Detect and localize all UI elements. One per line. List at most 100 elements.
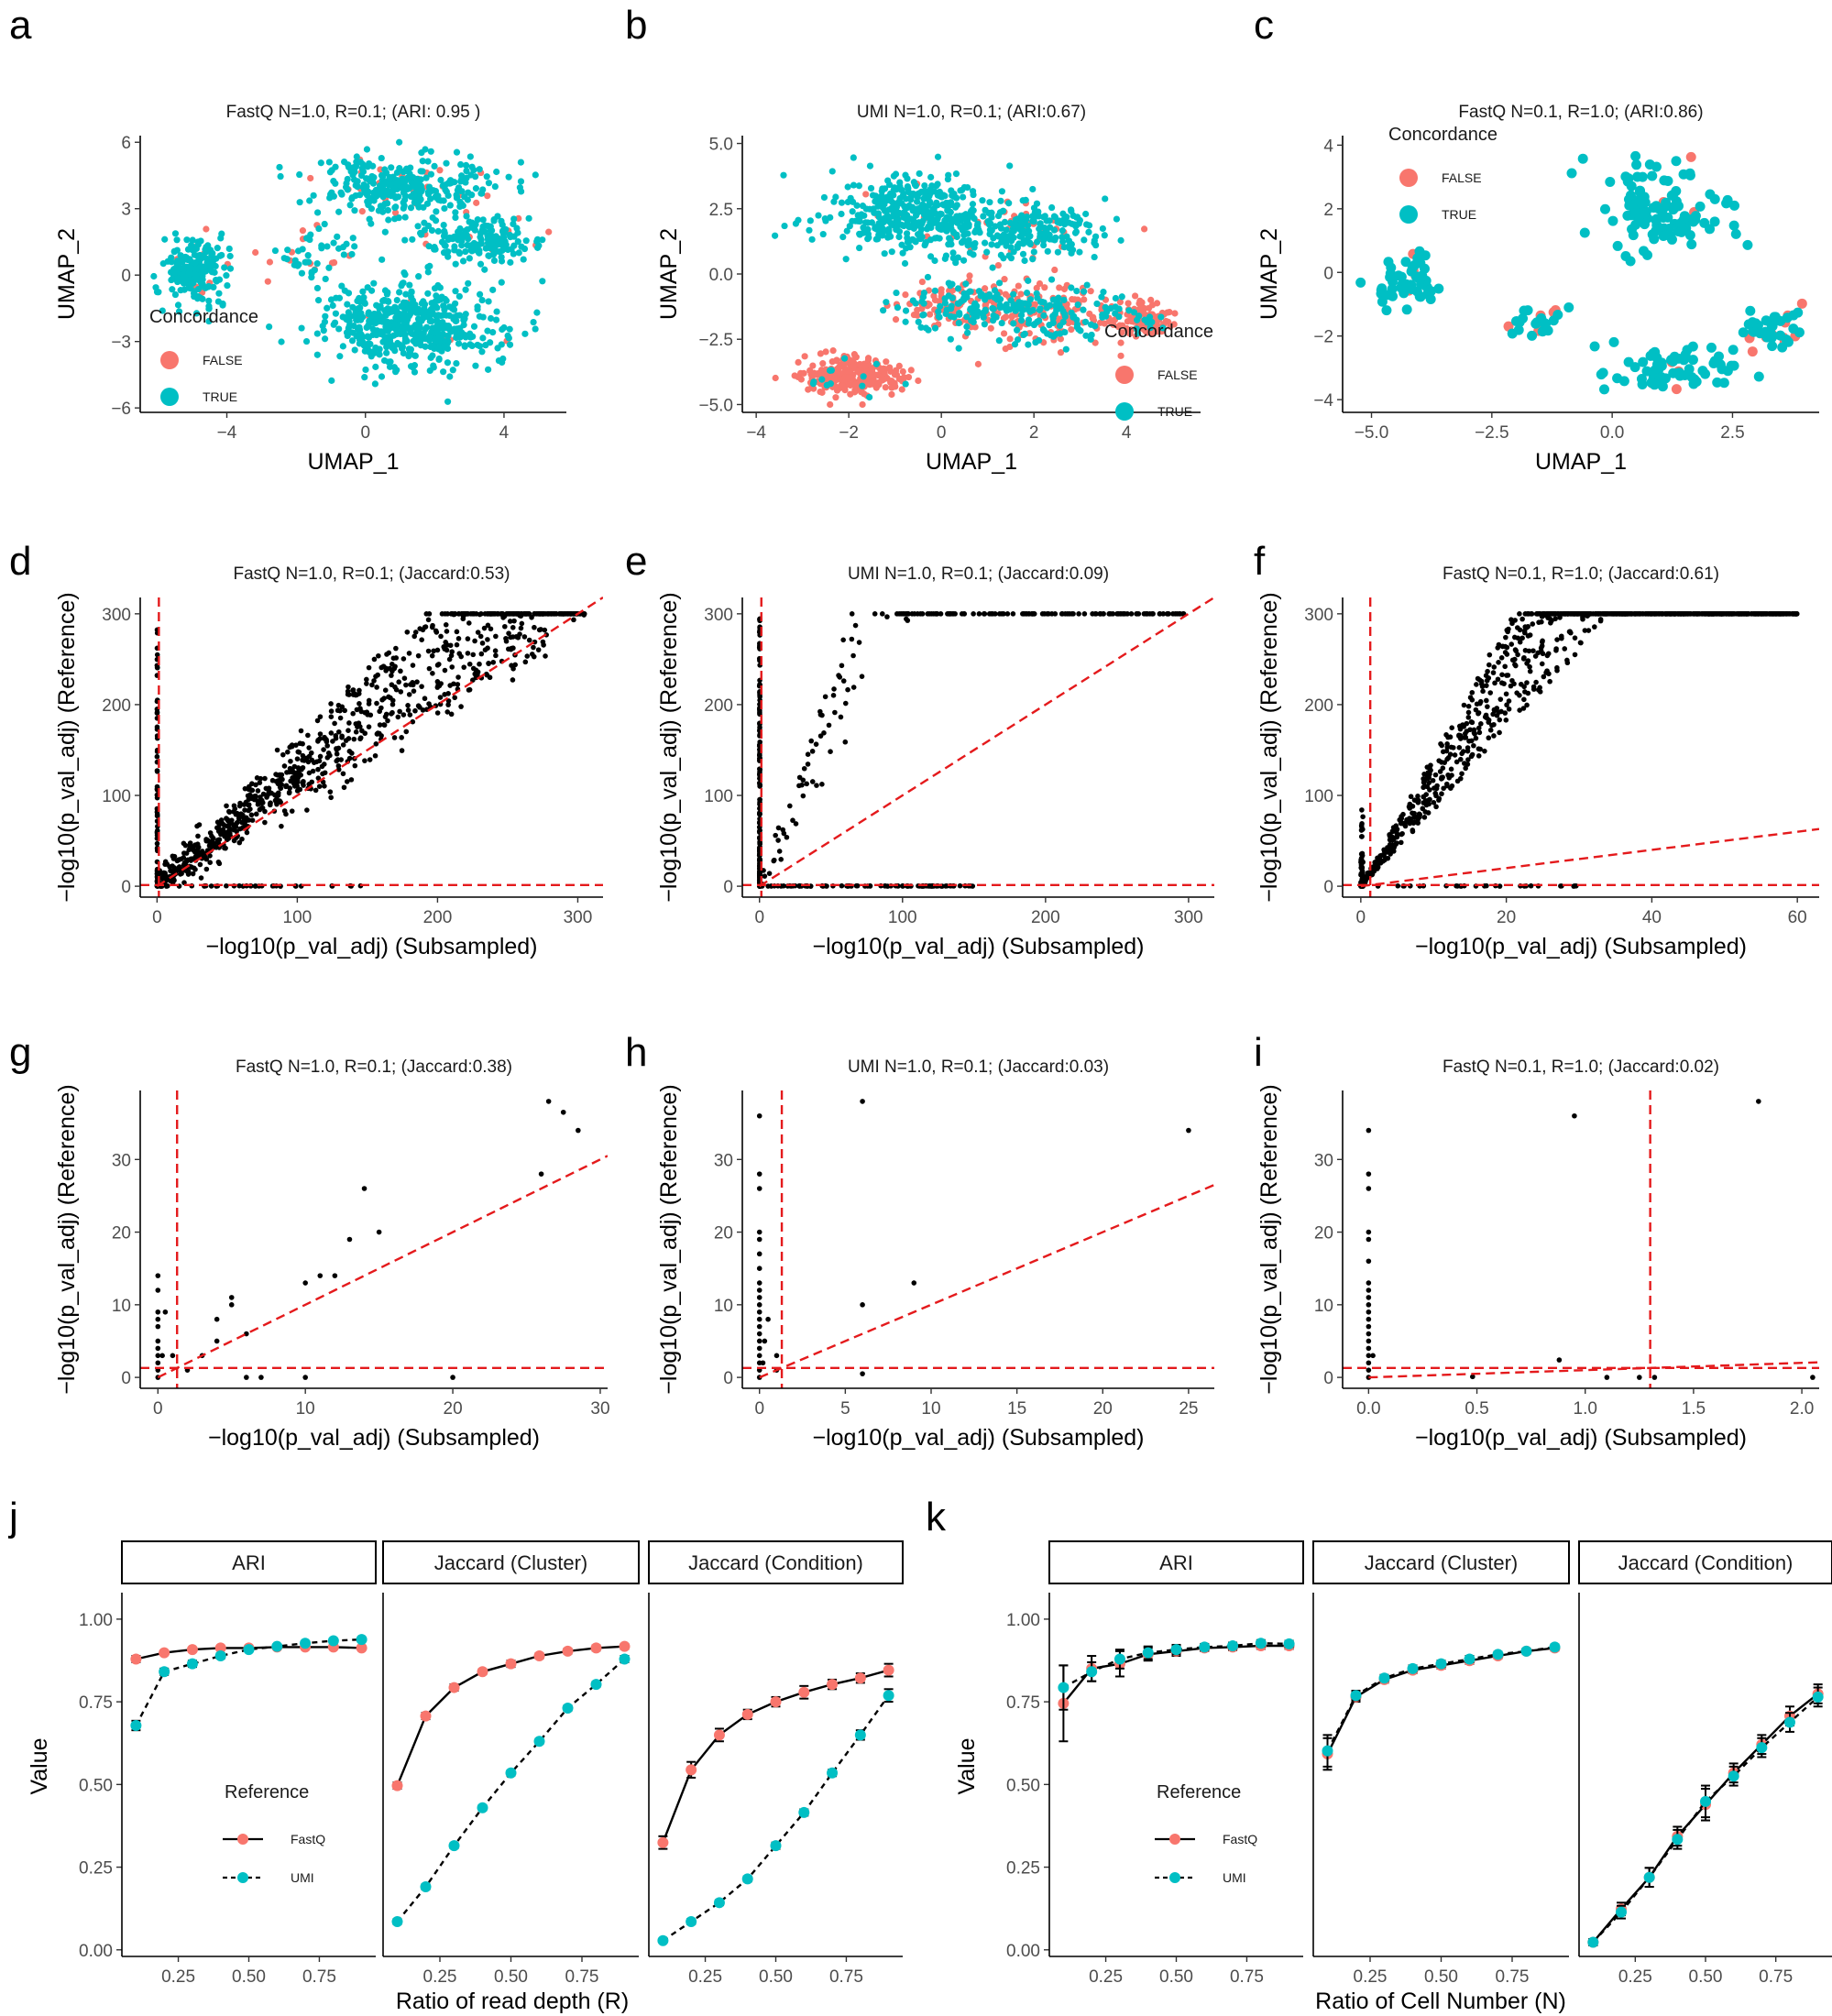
gene-point bbox=[757, 796, 762, 803]
umap-point bbox=[499, 247, 506, 254]
umap-point bbox=[1083, 281, 1091, 289]
umap-point bbox=[298, 269, 306, 277]
umap-point bbox=[418, 231, 425, 238]
gene-point bbox=[531, 653, 537, 660]
umap-point bbox=[986, 199, 993, 206]
gene-point bbox=[524, 653, 531, 659]
gene-point bbox=[1469, 689, 1475, 696]
umap-point bbox=[324, 243, 331, 250]
umap-point bbox=[847, 194, 854, 202]
umap-point bbox=[1051, 311, 1059, 318]
umap-point bbox=[400, 349, 407, 357]
umap-point bbox=[1685, 151, 1696, 162]
umap-point bbox=[434, 312, 442, 319]
gene-point bbox=[393, 645, 399, 652]
umap-point bbox=[403, 324, 411, 332]
gene-point bbox=[198, 875, 204, 881]
umap-point bbox=[1709, 193, 1720, 204]
umap-point bbox=[291, 257, 299, 264]
gene-point bbox=[233, 811, 239, 817]
umap-point bbox=[823, 381, 830, 389]
umap-point bbox=[506, 325, 513, 333]
gene-point bbox=[410, 680, 415, 685]
gene-point bbox=[262, 775, 268, 782]
panel-c-title: FastQ N=0.1, R=1.0; (ARI:0.86) bbox=[1458, 103, 1703, 122]
gene-point bbox=[335, 762, 342, 769]
gene-point bbox=[289, 743, 295, 750]
umap-point bbox=[456, 203, 464, 210]
umap-point bbox=[391, 215, 399, 223]
umap-point bbox=[192, 259, 199, 267]
umap-point bbox=[332, 180, 339, 187]
gene-point bbox=[170, 853, 176, 860]
gene-point bbox=[928, 611, 935, 617]
gene-point bbox=[842, 700, 849, 707]
umap-point bbox=[370, 279, 378, 287]
umap-point bbox=[302, 258, 310, 266]
umap-point bbox=[432, 298, 439, 305]
umap-point bbox=[414, 223, 422, 230]
umap-point bbox=[411, 362, 419, 369]
gene-point bbox=[466, 686, 473, 693]
umap-point bbox=[919, 208, 927, 216]
gene-point bbox=[477, 661, 482, 667]
umap-point bbox=[1157, 313, 1165, 321]
gene-point bbox=[1092, 611, 1099, 617]
umap-point bbox=[867, 184, 875, 192]
gene-point bbox=[805, 751, 811, 758]
gene-point bbox=[429, 652, 435, 659]
panel-label-e: e bbox=[625, 539, 647, 584]
gene-point bbox=[510, 624, 516, 630]
gene-point bbox=[805, 761, 811, 767]
gene-point bbox=[280, 751, 286, 758]
gene-point bbox=[181, 860, 188, 866]
umap-point bbox=[1006, 162, 1014, 170]
gene-point bbox=[189, 864, 194, 871]
umap-point bbox=[465, 279, 472, 287]
gene-point bbox=[1149, 611, 1156, 617]
umap-point bbox=[455, 292, 463, 301]
panel-c-y-tick-label: −2 bbox=[1313, 328, 1333, 347]
gene-point bbox=[197, 861, 203, 868]
legend-key bbox=[1399, 205, 1418, 224]
umap-point bbox=[362, 366, 369, 374]
umap-point bbox=[266, 323, 273, 331]
gene-point bbox=[845, 686, 850, 693]
gene-point bbox=[389, 682, 395, 688]
gene-point bbox=[808, 738, 815, 744]
umap-point bbox=[485, 366, 492, 373]
gene-point bbox=[472, 638, 477, 644]
gene-point bbox=[461, 664, 467, 670]
gene-point bbox=[850, 685, 857, 690]
gene-point bbox=[1145, 611, 1150, 617]
umap-point bbox=[1090, 313, 1097, 321]
gene-point bbox=[515, 611, 521, 617]
umap-point bbox=[462, 161, 470, 170]
umap-point bbox=[964, 242, 971, 249]
gene-point bbox=[216, 837, 223, 842]
umap-point bbox=[333, 294, 340, 301]
gene-point bbox=[367, 712, 374, 718]
gene-point bbox=[571, 617, 576, 623]
umap-point bbox=[866, 393, 873, 401]
gene-point bbox=[830, 693, 837, 698]
umap-point bbox=[396, 138, 403, 146]
umap-point bbox=[914, 191, 922, 199]
gene-point bbox=[1065, 611, 1070, 617]
gene-point bbox=[839, 882, 845, 889]
umap-point bbox=[514, 238, 521, 246]
gene-point bbox=[773, 832, 778, 838]
umap-point bbox=[822, 348, 829, 356]
gene-point bbox=[814, 783, 819, 788]
gene-point bbox=[1023, 611, 1029, 617]
umap-point bbox=[434, 227, 442, 236]
gene-point bbox=[380, 663, 387, 669]
umap-point bbox=[349, 329, 357, 336]
umap-point bbox=[379, 208, 387, 215]
umap-point bbox=[1048, 203, 1056, 212]
umap-point bbox=[202, 284, 209, 291]
gene-point bbox=[226, 827, 232, 834]
umap-point bbox=[452, 209, 459, 216]
gene-point bbox=[216, 821, 223, 827]
